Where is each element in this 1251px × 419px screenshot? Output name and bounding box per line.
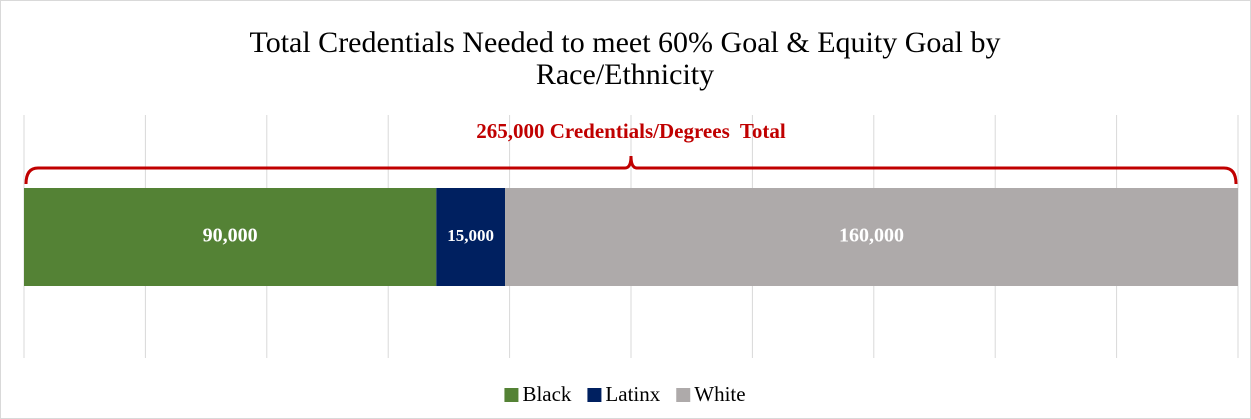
data-label: 90,000 [203, 225, 258, 247]
legend-item: Latinx [587, 382, 661, 406]
legend-label: White [694, 382, 745, 406]
legend: Black Latinx White [504, 382, 746, 406]
legend-item: Black [504, 382, 572, 406]
bars [24, 188, 1238, 286]
legend-swatch [504, 388, 519, 402]
chart-title: Total Credentials Needed to meet 60% Goa… [249, 26, 1000, 91]
legend-swatch [587, 388, 602, 402]
title-line: Race/Ethnicity [536, 58, 714, 91]
legend-label: Latinx [605, 382, 660, 406]
bar-segment [24, 188, 437, 286]
bar-segment [436, 188, 506, 286]
legend-item: White [676, 382, 746, 406]
annotation: 265,000 Credentials/Degrees Total [476, 119, 786, 143]
bar-segment [505, 188, 1238, 286]
bracket [24, 155, 1238, 185]
legend-swatch [676, 388, 691, 402]
data-label: 160,000 [839, 225, 904, 247]
title-line: Total Credentials Needed to meet 60% Goa… [249, 26, 1000, 59]
labels: 90,000 15,000 160,000 [203, 225, 904, 247]
legend-label: Black [522, 382, 571, 406]
data-label: 15,000 [447, 226, 494, 245]
